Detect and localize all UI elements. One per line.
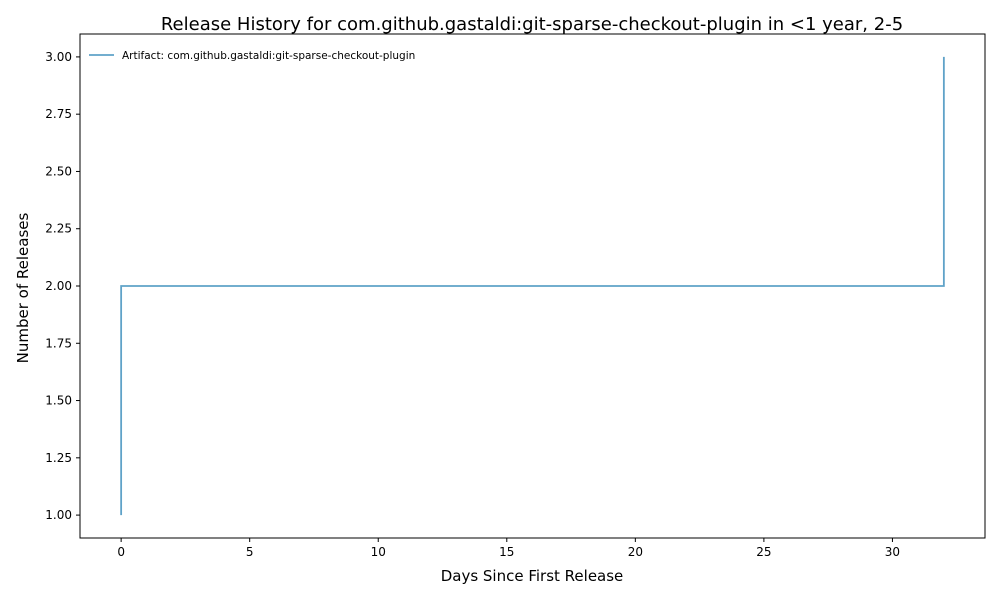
legend: Artifact: com.github.gastaldi:git-sparse… bbox=[89, 50, 415, 62]
x-axis-label: Days Since First Release bbox=[441, 567, 624, 585]
y-tick-label: 2.25 bbox=[45, 222, 72, 236]
x-tick-label: 20 bbox=[628, 545, 643, 559]
y-tick-label: 1.50 bbox=[45, 394, 72, 408]
x-axis-ticks: 0 5 10 15 20 25 30 bbox=[117, 538, 900, 559]
y-tick-label: 1.75 bbox=[45, 336, 72, 350]
x-tick-label: 0 bbox=[117, 545, 125, 559]
y-axis-ticks: 1.00 1.25 1.50 1.75 2.00 2.25 2.50 2.75 3.00 bbox=[45, 50, 80, 522]
y-tick-label: 2.75 bbox=[45, 107, 72, 121]
x-tick-label: 30 bbox=[885, 545, 900, 559]
legend-label-artifact: Artifact: com.github.gastaldi:git-sparse… bbox=[122, 50, 415, 62]
x-tick-label: 5 bbox=[246, 545, 254, 559]
chart-title: Release History for com.github.gastaldi:… bbox=[161, 14, 903, 35]
x-tick-label: 25 bbox=[756, 545, 771, 559]
x-tick-label: 15 bbox=[499, 545, 514, 559]
x-tick-label: 10 bbox=[371, 545, 386, 559]
series-layer bbox=[120, 56, 945, 516]
y-tick-label: 3.00 bbox=[45, 50, 72, 64]
y-axis-label: Number of Releases bbox=[14, 212, 32, 363]
series-line-artifact bbox=[120, 56, 945, 516]
y-tick-label: 1.25 bbox=[45, 451, 72, 465]
y-tick-label: 2.00 bbox=[45, 279, 72, 293]
y-tick-label: 1.00 bbox=[45, 508, 72, 522]
y-tick-label: 2.50 bbox=[45, 164, 72, 178]
